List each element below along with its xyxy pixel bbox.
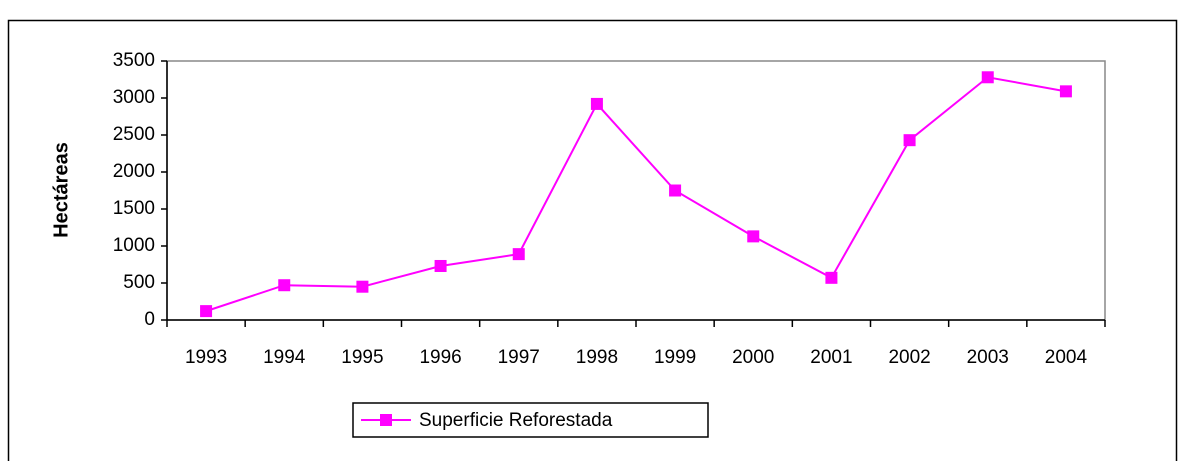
y-axis-label: Hectáreas <box>50 142 72 238</box>
y-tick-label: 1500 <box>113 198 155 219</box>
point-marker <box>1059 85 1072 98</box>
x-tick-label: 1993 <box>185 347 227 368</box>
x-tick-label: 2002 <box>888 347 930 368</box>
point-marker <box>981 71 994 84</box>
x-tick-label: 2001 <box>810 347 852 368</box>
point-marker <box>356 280 369 293</box>
point-marker <box>747 230 760 243</box>
point-marker <box>278 279 291 292</box>
point-marker <box>200 305 213 318</box>
x-tick-label: 1998 <box>576 347 618 368</box>
chart-border <box>7 19 1178 461</box>
y-tick-label: 3500 <box>113 50 155 71</box>
y-tick-label: 3000 <box>113 87 155 108</box>
x-tick-label: 2000 <box>732 347 774 368</box>
x-tick-label: 1999 <box>654 347 696 368</box>
x-tick-label: 2003 <box>967 347 1009 368</box>
point-marker <box>512 248 525 261</box>
legend-box <box>352 402 709 438</box>
x-tick-label: 1996 <box>419 347 461 368</box>
point-marker <box>903 134 916 147</box>
legend-label: Superficie Reforestada <box>419 410 613 431</box>
x-tick-label: 1995 <box>341 347 383 368</box>
x-tick-label: 2004 <box>1045 347 1088 368</box>
series-line <box>205 76 1067 313</box>
point-marker <box>590 97 603 110</box>
y-tick-label: 1000 <box>113 235 155 256</box>
y-tick-label: 2500 <box>113 124 155 145</box>
point-marker <box>825 271 838 284</box>
point-marker <box>669 184 682 197</box>
legend-marker <box>380 414 392 426</box>
plot-area <box>166 60 1106 321</box>
point-marker <box>434 259 447 272</box>
y-tick-label: 2000 <box>113 161 155 182</box>
y-tick-label: 0 <box>144 309 155 330</box>
x-tick-label: 1997 <box>498 347 540 368</box>
y-tick-label: 500 <box>123 272 155 293</box>
x-tick-label: 1994 <box>263 347 306 368</box>
